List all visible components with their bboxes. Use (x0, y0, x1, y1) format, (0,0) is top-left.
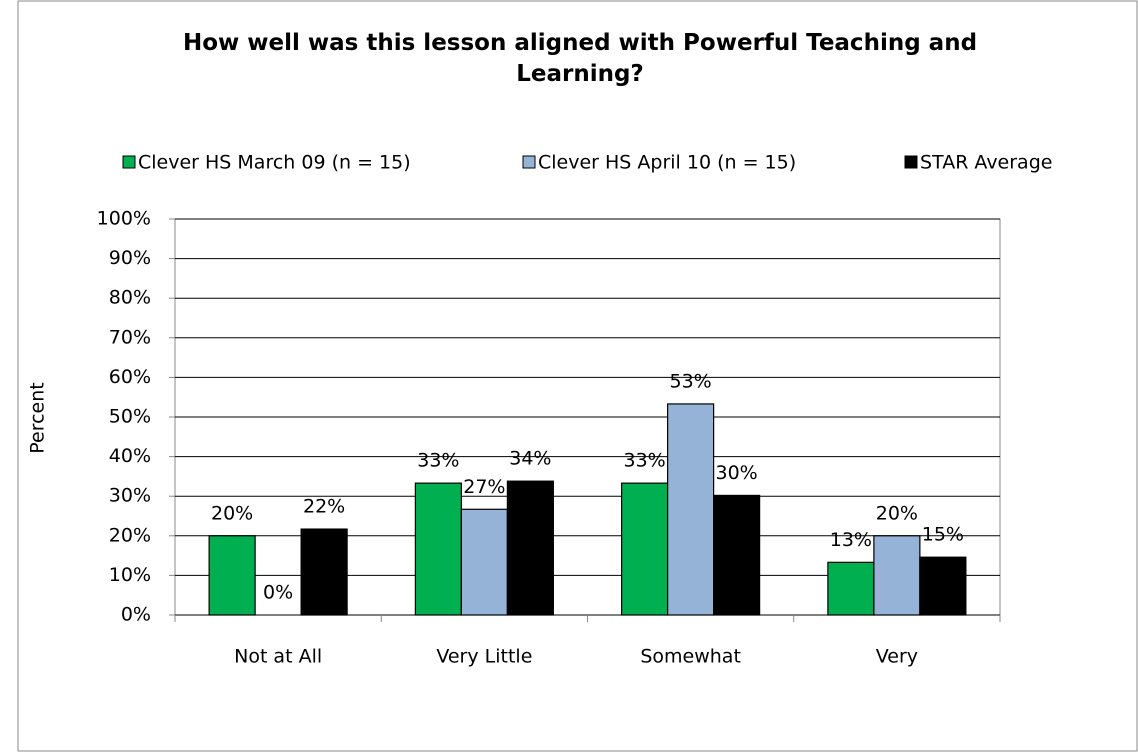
bar (208, 535, 256, 616)
data-label: 13% (830, 529, 872, 551)
legend-swatch (122, 155, 136, 169)
x-tick-label: Not at All (234, 646, 322, 668)
data-label: 27% (463, 476, 505, 498)
bar (414, 482, 462, 616)
data-label: 53% (670, 370, 712, 392)
data-label: 33% (624, 450, 666, 472)
y-tick-label: 50% (109, 406, 151, 428)
x-tick-label: Very (876, 646, 918, 668)
chart-title: How well was this lesson aligned with Po… (182, 30, 978, 87)
bar (713, 494, 761, 616)
legend-swatch (522, 155, 536, 169)
y-tick-label: 90% (109, 247, 151, 269)
chart-frame (17, 0, 1138, 752)
y-axis-label: Percent (27, 382, 49, 454)
data-label: 30% (716, 462, 758, 484)
legend-label: Clever HS March 09 (n = 15) (138, 152, 411, 174)
bar (300, 528, 348, 616)
y-tick-label: 80% (109, 287, 151, 309)
data-label: 22% (303, 496, 345, 518)
data-label: 20% (876, 502, 918, 524)
x-tick-label: Somewhat (640, 646, 741, 668)
bar (506, 480, 554, 616)
bar (621, 482, 669, 616)
x-tick-label: Very Little (436, 646, 532, 668)
bar (919, 556, 967, 616)
y-tick-label: 40% (109, 445, 151, 467)
y-tick-label: 70% (109, 326, 151, 348)
y-tick-label: 10% (109, 564, 151, 586)
data-label: 33% (417, 450, 459, 472)
legend-label: Clever HS April 10 (n = 15) (538, 152, 796, 174)
legend-swatch (904, 155, 918, 169)
y-tick-label: 100% (97, 208, 151, 230)
bar (827, 561, 875, 616)
data-label: 15% (922, 524, 964, 546)
legend-label: STAR Average (920, 152, 1052, 174)
bar (460, 508, 508, 616)
data-label: 0% (263, 582, 293, 604)
y-tick-label: 60% (109, 366, 151, 388)
y-tick-label: 30% (109, 485, 151, 507)
bar (667, 403, 715, 616)
y-tick-label: 0% (121, 604, 151, 626)
data-label: 34% (509, 448, 551, 470)
y-tick-label: 20% (109, 524, 151, 546)
data-label: 20% (211, 502, 253, 524)
bar (873, 535, 921, 616)
